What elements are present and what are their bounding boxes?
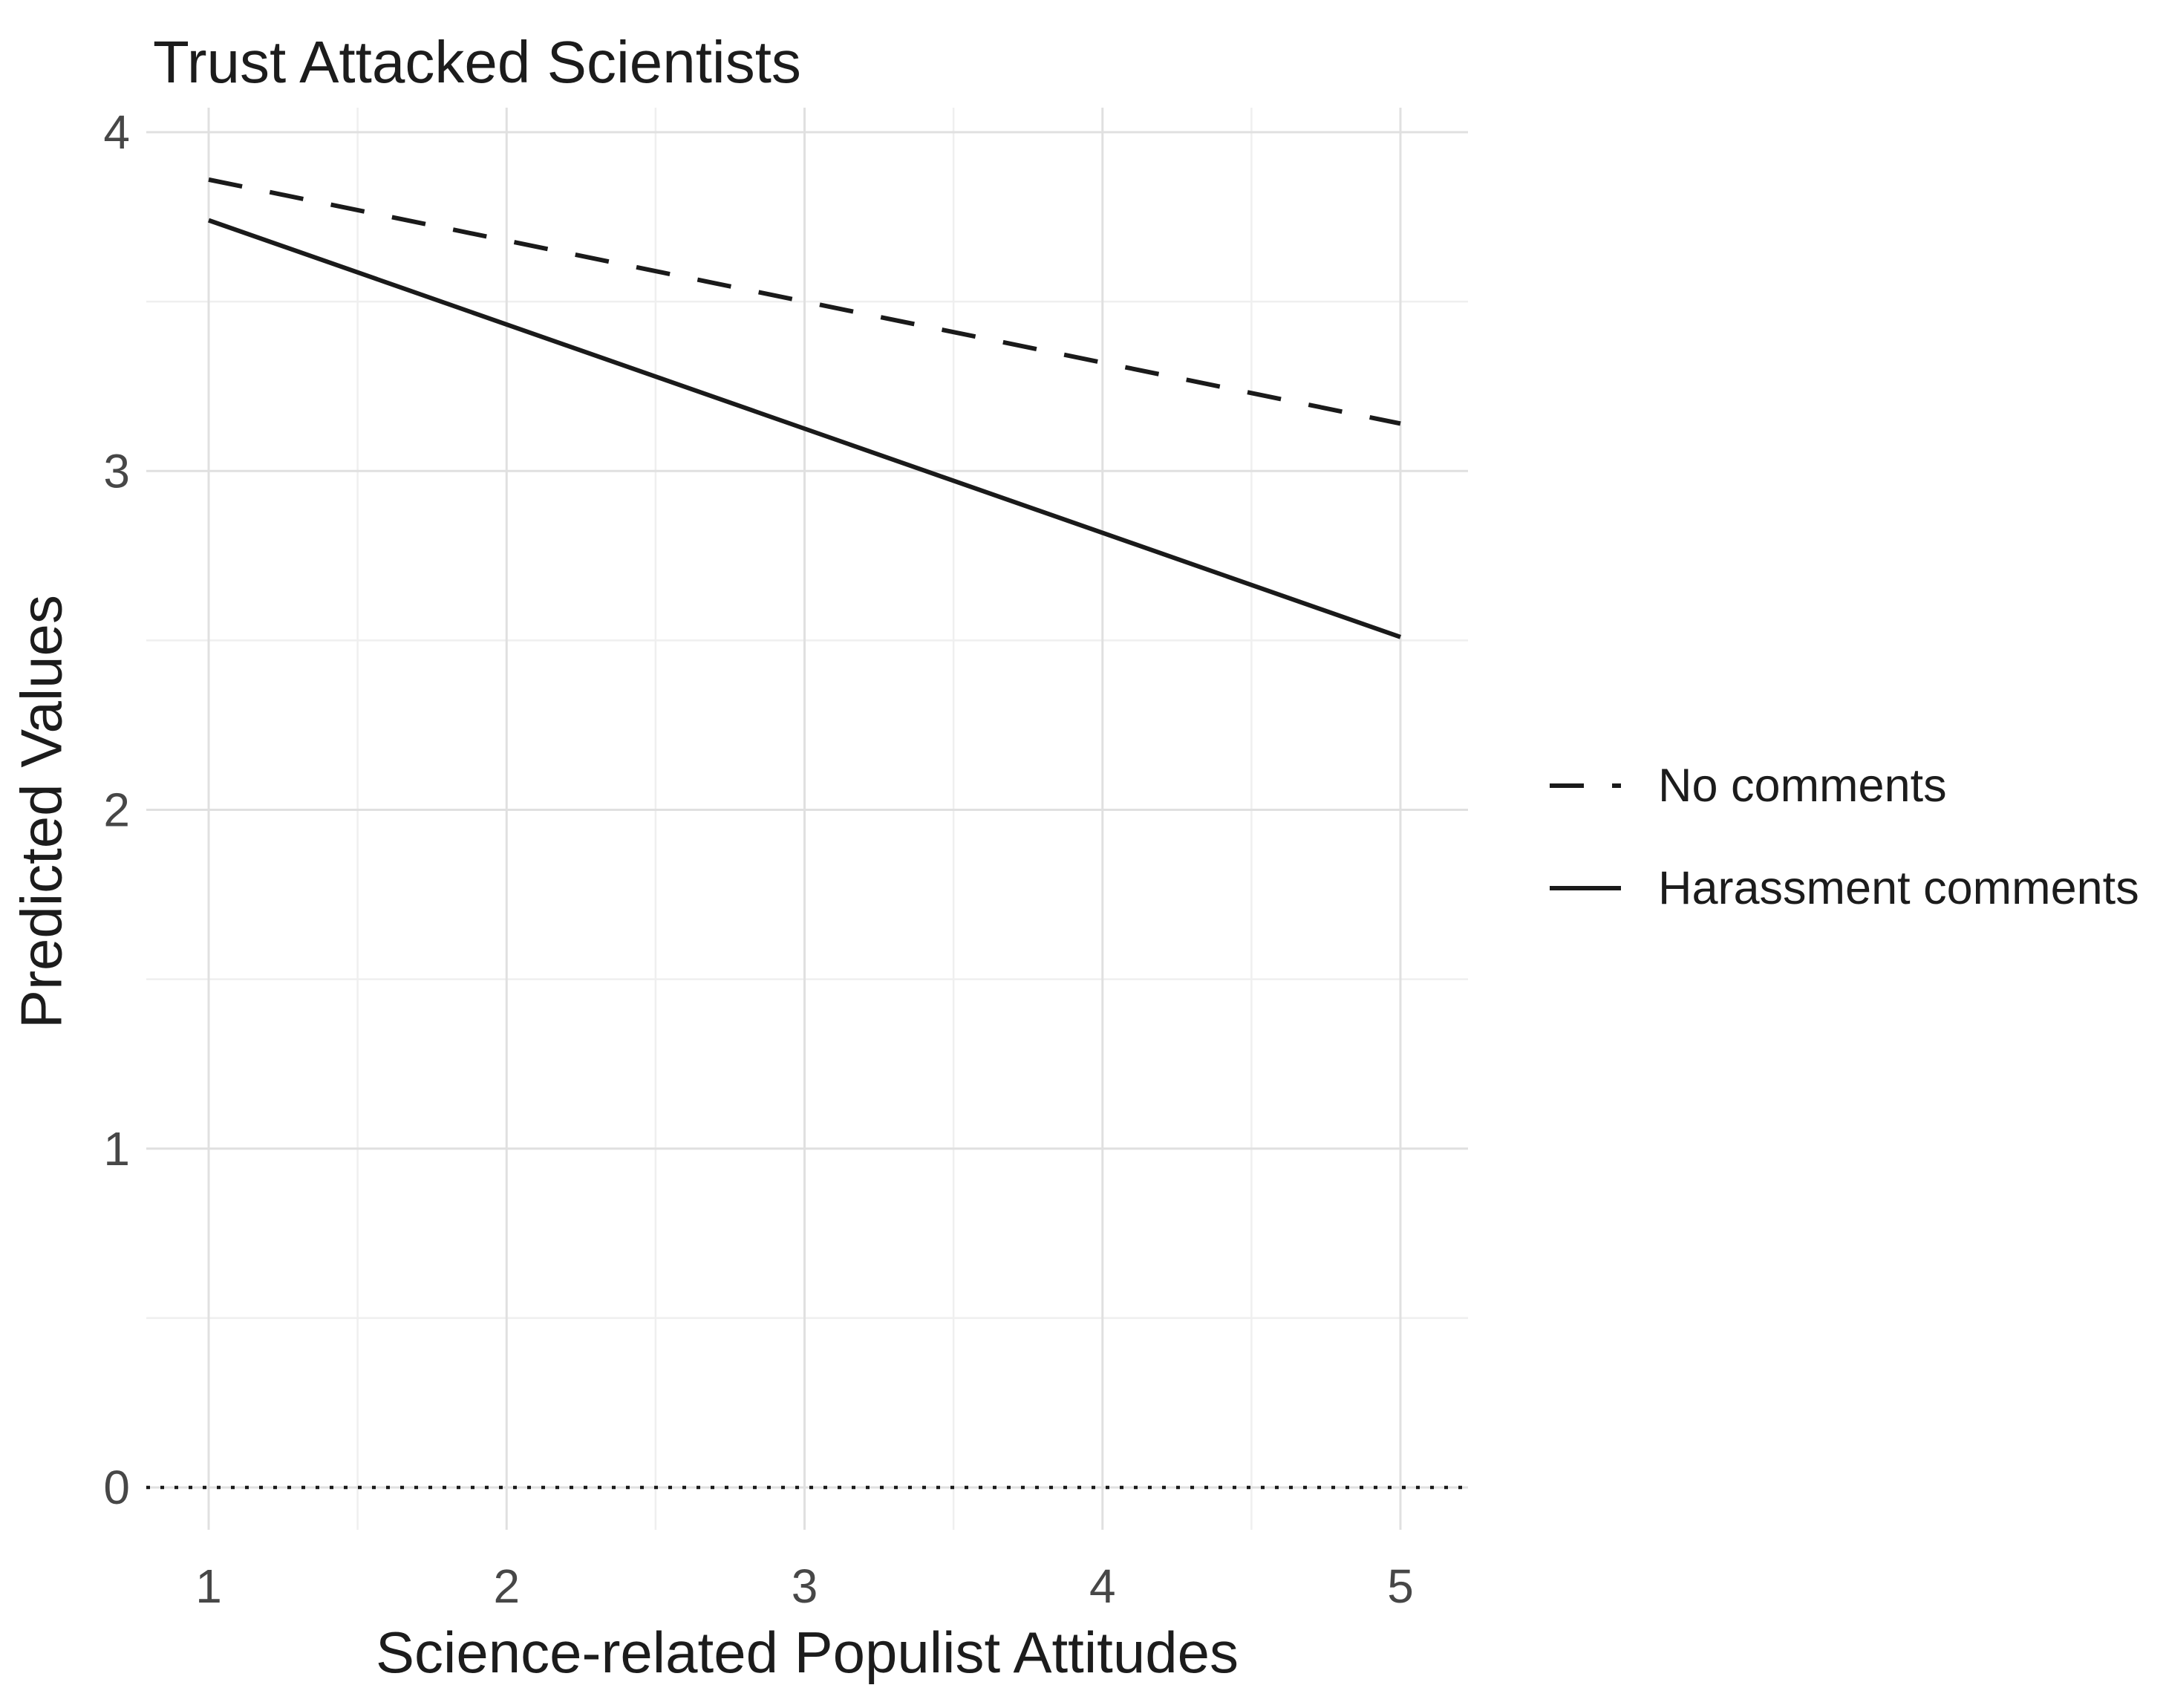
legend-entry-no-comments: No comments xyxy=(1548,760,2139,812)
legend-label: Harassment comments xyxy=(1658,862,2139,914)
x-axis-title: Science-related Populist Attitudes xyxy=(375,1620,1239,1685)
y-tick-label: 4 xyxy=(103,105,130,159)
y-tick-label: 2 xyxy=(103,783,130,837)
y-axis-title: Predicted Values xyxy=(8,595,74,1029)
series-line-no-comments xyxy=(208,177,1401,426)
chart-title: Trust Attacked Scientists xyxy=(153,29,801,95)
y-tick-label: 0 xyxy=(103,1461,130,1514)
x-tick-label: 5 xyxy=(1387,1559,1414,1613)
x-tick-label: 1 xyxy=(195,1559,222,1613)
legend-label: No comments xyxy=(1658,760,1947,812)
x-tick-label: 4 xyxy=(1089,1559,1116,1613)
series-line-harassment-comments xyxy=(208,218,1401,639)
legend-entry-harassment-comments: Harassment comments xyxy=(1548,862,2139,914)
y-tick-label: 3 xyxy=(103,444,130,498)
legend: No comments Harassment comments xyxy=(1548,760,2139,914)
legend-key-solid-icon xyxy=(1550,886,1621,890)
y-tick-label: 1 xyxy=(103,1122,130,1176)
x-tick-label: 3 xyxy=(792,1559,818,1613)
legend-key-dashed-icon xyxy=(1550,783,1621,788)
x-tick-label: 2 xyxy=(493,1559,520,1613)
